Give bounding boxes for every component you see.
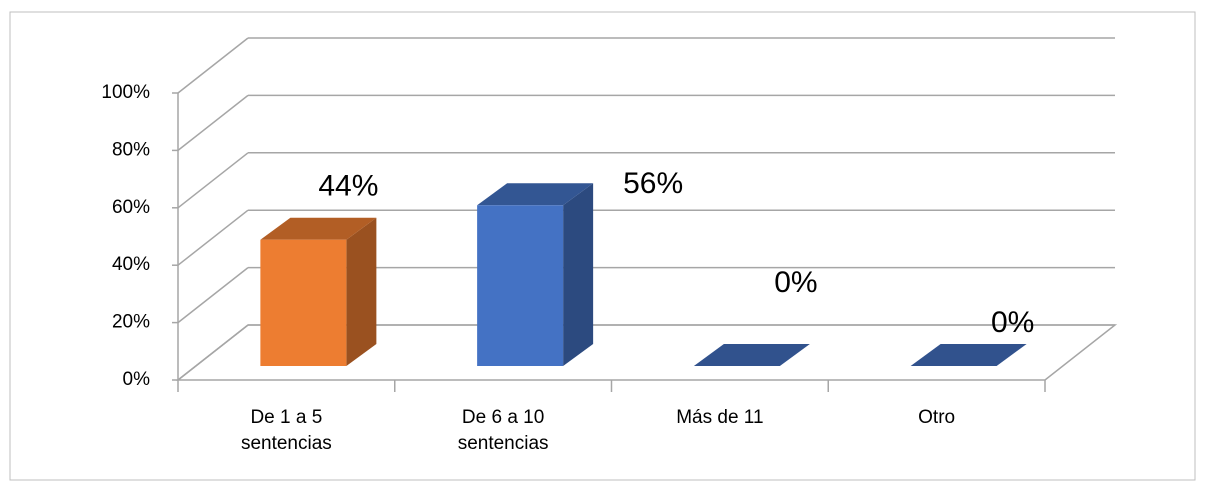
- bar-top: [693, 344, 810, 366]
- y-tick-label: 0%: [123, 369, 151, 390]
- bar-top: [477, 183, 594, 206]
- value-label: 0%: [991, 306, 1034, 339]
- y-tick-label: 20%: [112, 312, 150, 333]
- bar: [477, 205, 564, 366]
- x-tick-label: De 1 a 5 sentencias: [240, 407, 332, 454]
- grid-line: [177, 94, 249, 151]
- bar-top: [260, 217, 377, 240]
- x-tick-label: De 6 a 10 sentencias: [457, 407, 549, 454]
- bar-top: [910, 344, 1027, 366]
- y-tick-label: 40%: [112, 254, 150, 275]
- x-tick-label: Más de 11: [676, 407, 764, 428]
- x-tick-label: Otro: [918, 407, 956, 428]
- bar: [260, 239, 347, 366]
- chart-border: [9, 11, 1196, 481]
- grid-line: [177, 324, 249, 381]
- bar-side: [346, 217, 377, 366]
- bar-side: [563, 183, 594, 366]
- grid-line: [177, 152, 249, 209]
- y-tick-label: 80%: [112, 139, 150, 160]
- value-label: 0%: [774, 266, 817, 299]
- grid-line: [177, 267, 249, 324]
- grid-line: [177, 37, 249, 94]
- value-label: 44%: [318, 170, 378, 203]
- y-tick-label: 60%: [112, 197, 150, 218]
- value-label: 56%: [623, 167, 683, 200]
- grid-line: [177, 209, 249, 266]
- y-tick-label: 100%: [101, 82, 150, 103]
